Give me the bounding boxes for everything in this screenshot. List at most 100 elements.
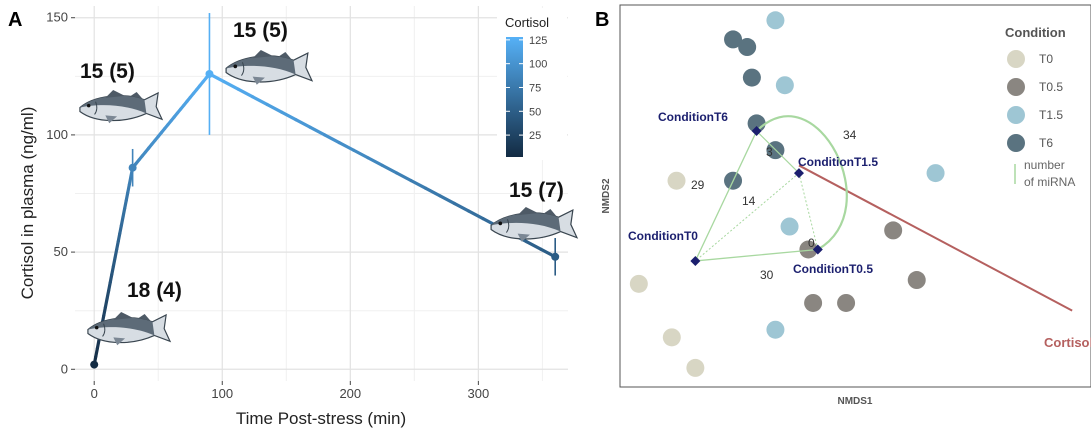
panel-b-edge <box>694 130 758 262</box>
panel-a-y-axis-label: Cortisol in plasma (ng/ml) <box>18 107 37 300</box>
panel-b-centroid-label: ConditionT0 <box>628 229 698 243</box>
panel-a-line-segment <box>380 163 399 175</box>
panel-a-line-segment <box>395 171 413 183</box>
panel-a-sample-size-label: 18 (4) <box>127 279 182 302</box>
panel-b-point-T0-5 <box>884 221 903 240</box>
panel-b-edge <box>695 248 818 262</box>
panel-b-edge-label: 0 <box>808 236 815 250</box>
panel-a-line-segment <box>337 140 356 152</box>
panel-b-point-T1-5 <box>780 217 799 236</box>
panel-a-line-segment <box>323 133 341 145</box>
panel-b-point-T0 <box>662 328 681 347</box>
panel-b-edge-label: 14 <box>742 194 756 208</box>
fish-icon <box>225 50 314 85</box>
panel-b-point-T1-5 <box>766 320 785 339</box>
panel-b-cortisol-label: Cortisol <box>1044 335 1091 350</box>
panel-b-centroid-marker <box>793 168 804 179</box>
panel-b-point-T6 <box>742 68 761 87</box>
panel-a-line-segment <box>265 102 284 114</box>
fish-icon <box>79 90 164 124</box>
panel-a-line-segment <box>524 239 543 251</box>
panel-b-point-T0-5 <box>837 293 856 312</box>
panel-b-centroid-marker <box>690 255 701 266</box>
panel-b-edge-label: 3 <box>766 145 773 159</box>
panel-a-y-tick-label: 150 <box>46 10 68 25</box>
panel-a-point <box>205 69 214 78</box>
panel-b-legend-label: T1.5 <box>1039 108 1063 122</box>
panel-b: B Cortisol Condition T6 ConditionT1.5 Condi… <box>595 4 1091 407</box>
panel-b-centroid-marker <box>751 126 762 137</box>
panel-b-legend-title: Condition <box>1005 25 1066 40</box>
panel-b-point-T1-5 <box>766 11 785 30</box>
panel-a-line-segment <box>366 156 384 167</box>
panel-a-legend-title: Cortisol <box>505 15 549 30</box>
panel-a-line-segment <box>294 118 312 129</box>
panel-a-x-axis-label: Time Post-stress (min) <box>236 409 406 428</box>
panel-b-edge <box>756 130 800 174</box>
panel-b-point-T6 <box>738 38 757 57</box>
panel-b-x-axis-label: NMDS1 <box>837 396 872 407</box>
panel-b-edge-label: 30 <box>760 268 774 282</box>
panel-a-line-segment <box>236 87 255 99</box>
panel-a-line-segment <box>467 209 485 221</box>
panel-a-legend-tick-label: 100 <box>529 59 547 71</box>
panel-a-fish-icons <box>79 50 579 346</box>
panel-a-point <box>90 360 99 369</box>
panel-b-edge-label: 34 <box>843 128 857 142</box>
panel-b-point-T0 <box>686 358 705 377</box>
panel-a-line-segment <box>308 125 327 137</box>
panel-a-y-tick-label: 0 <box>61 361 68 376</box>
panel-a-line-segment <box>222 79 240 91</box>
panel-a-ticks: 0 100 200 300 0 50 100 150 <box>46 10 489 401</box>
panel-b-point-T1-5 <box>926 164 945 183</box>
panel-a-x-tick-label: 200 <box>339 386 361 401</box>
panel-a-sample-size-label: 15 (7) <box>509 179 564 202</box>
panel-b-point-T0 <box>667 171 686 190</box>
fish-icon <box>87 312 172 346</box>
panel-a-y-tick-label: 100 <box>46 127 68 142</box>
panel-a-line-segment <box>251 95 269 107</box>
panel-a-points <box>90 69 560 369</box>
panel-a-colorbar <box>506 37 523 157</box>
panel-b-legend-swatch <box>1007 50 1025 68</box>
panel-b-centroid-label: ConditionT1.5 <box>798 155 878 169</box>
panel-b-cortisol-vector: Cortisol <box>798 164 1091 350</box>
panel-b-point-T6 <box>724 30 743 49</box>
panel-a: A 0 100 200 300 0 50 100 150 18 (4) 15 (5) 15 (5)… <box>8 6 579 428</box>
panel-b-point-T0 <box>629 274 648 293</box>
panel-b-point-T0-5 <box>907 271 926 290</box>
panel-a-line-segment <box>409 179 428 190</box>
panel-b-legend-swatch <box>1007 106 1025 124</box>
fish-icon <box>490 207 579 242</box>
panel-b-legend-line-label-1: number <box>1024 158 1065 172</box>
panel-a-line-segment <box>438 194 456 206</box>
panel-b-point-T1-5 <box>775 76 794 95</box>
panel-a-line-segment <box>351 148 370 160</box>
panel-b-legend-label: T6 <box>1039 136 1053 150</box>
panel-b-letter: B <box>595 9 609 31</box>
panel-b-legend-items: T0 T0.5 T1.5 T6 <box>1007 50 1063 152</box>
panel-a-sample-size-label: 15 (5) <box>80 60 135 83</box>
panel-b-cortisol-arrow <box>798 164 1073 312</box>
panel-a-legend-ticks: 25 50 75 100 125 <box>506 35 547 142</box>
panel-a-x-tick-label: 300 <box>468 386 490 401</box>
panel-b-edge <box>798 172 819 250</box>
panel-a-point <box>128 163 137 172</box>
panel-a-line-segment <box>279 110 298 122</box>
panel-a-line-segment <box>452 201 471 213</box>
panel-b-legend-line-label-2: of miRNA <box>1024 175 1075 189</box>
panel-b-legend: Condition T0 T0.5 T1.5 T6 number of miRNA <box>998 14 1090 194</box>
panel-b-legend-swatch <box>1007 134 1025 152</box>
panel-b-centroid-marker <box>812 244 823 255</box>
panel-a-sample-labels: 18 (4) 15 (5) 15 (5) 15 (7) <box>80 19 564 302</box>
panel-b-edge <box>695 172 800 262</box>
panel-a-point <box>551 252 560 261</box>
panel-b-point-T0-5 <box>799 240 818 259</box>
panel-b-point-T0-5 <box>804 293 823 312</box>
panel-a-legend-tick-label: 25 <box>529 130 541 142</box>
panel-a-y-tick-label: 50 <box>54 244 68 259</box>
panel-a-legend-tick-label: 50 <box>529 106 541 118</box>
panel-a-x-tick-label: 0 <box>91 386 98 401</box>
panel-b-centroid-label: ConditionT0.5 <box>793 262 873 276</box>
